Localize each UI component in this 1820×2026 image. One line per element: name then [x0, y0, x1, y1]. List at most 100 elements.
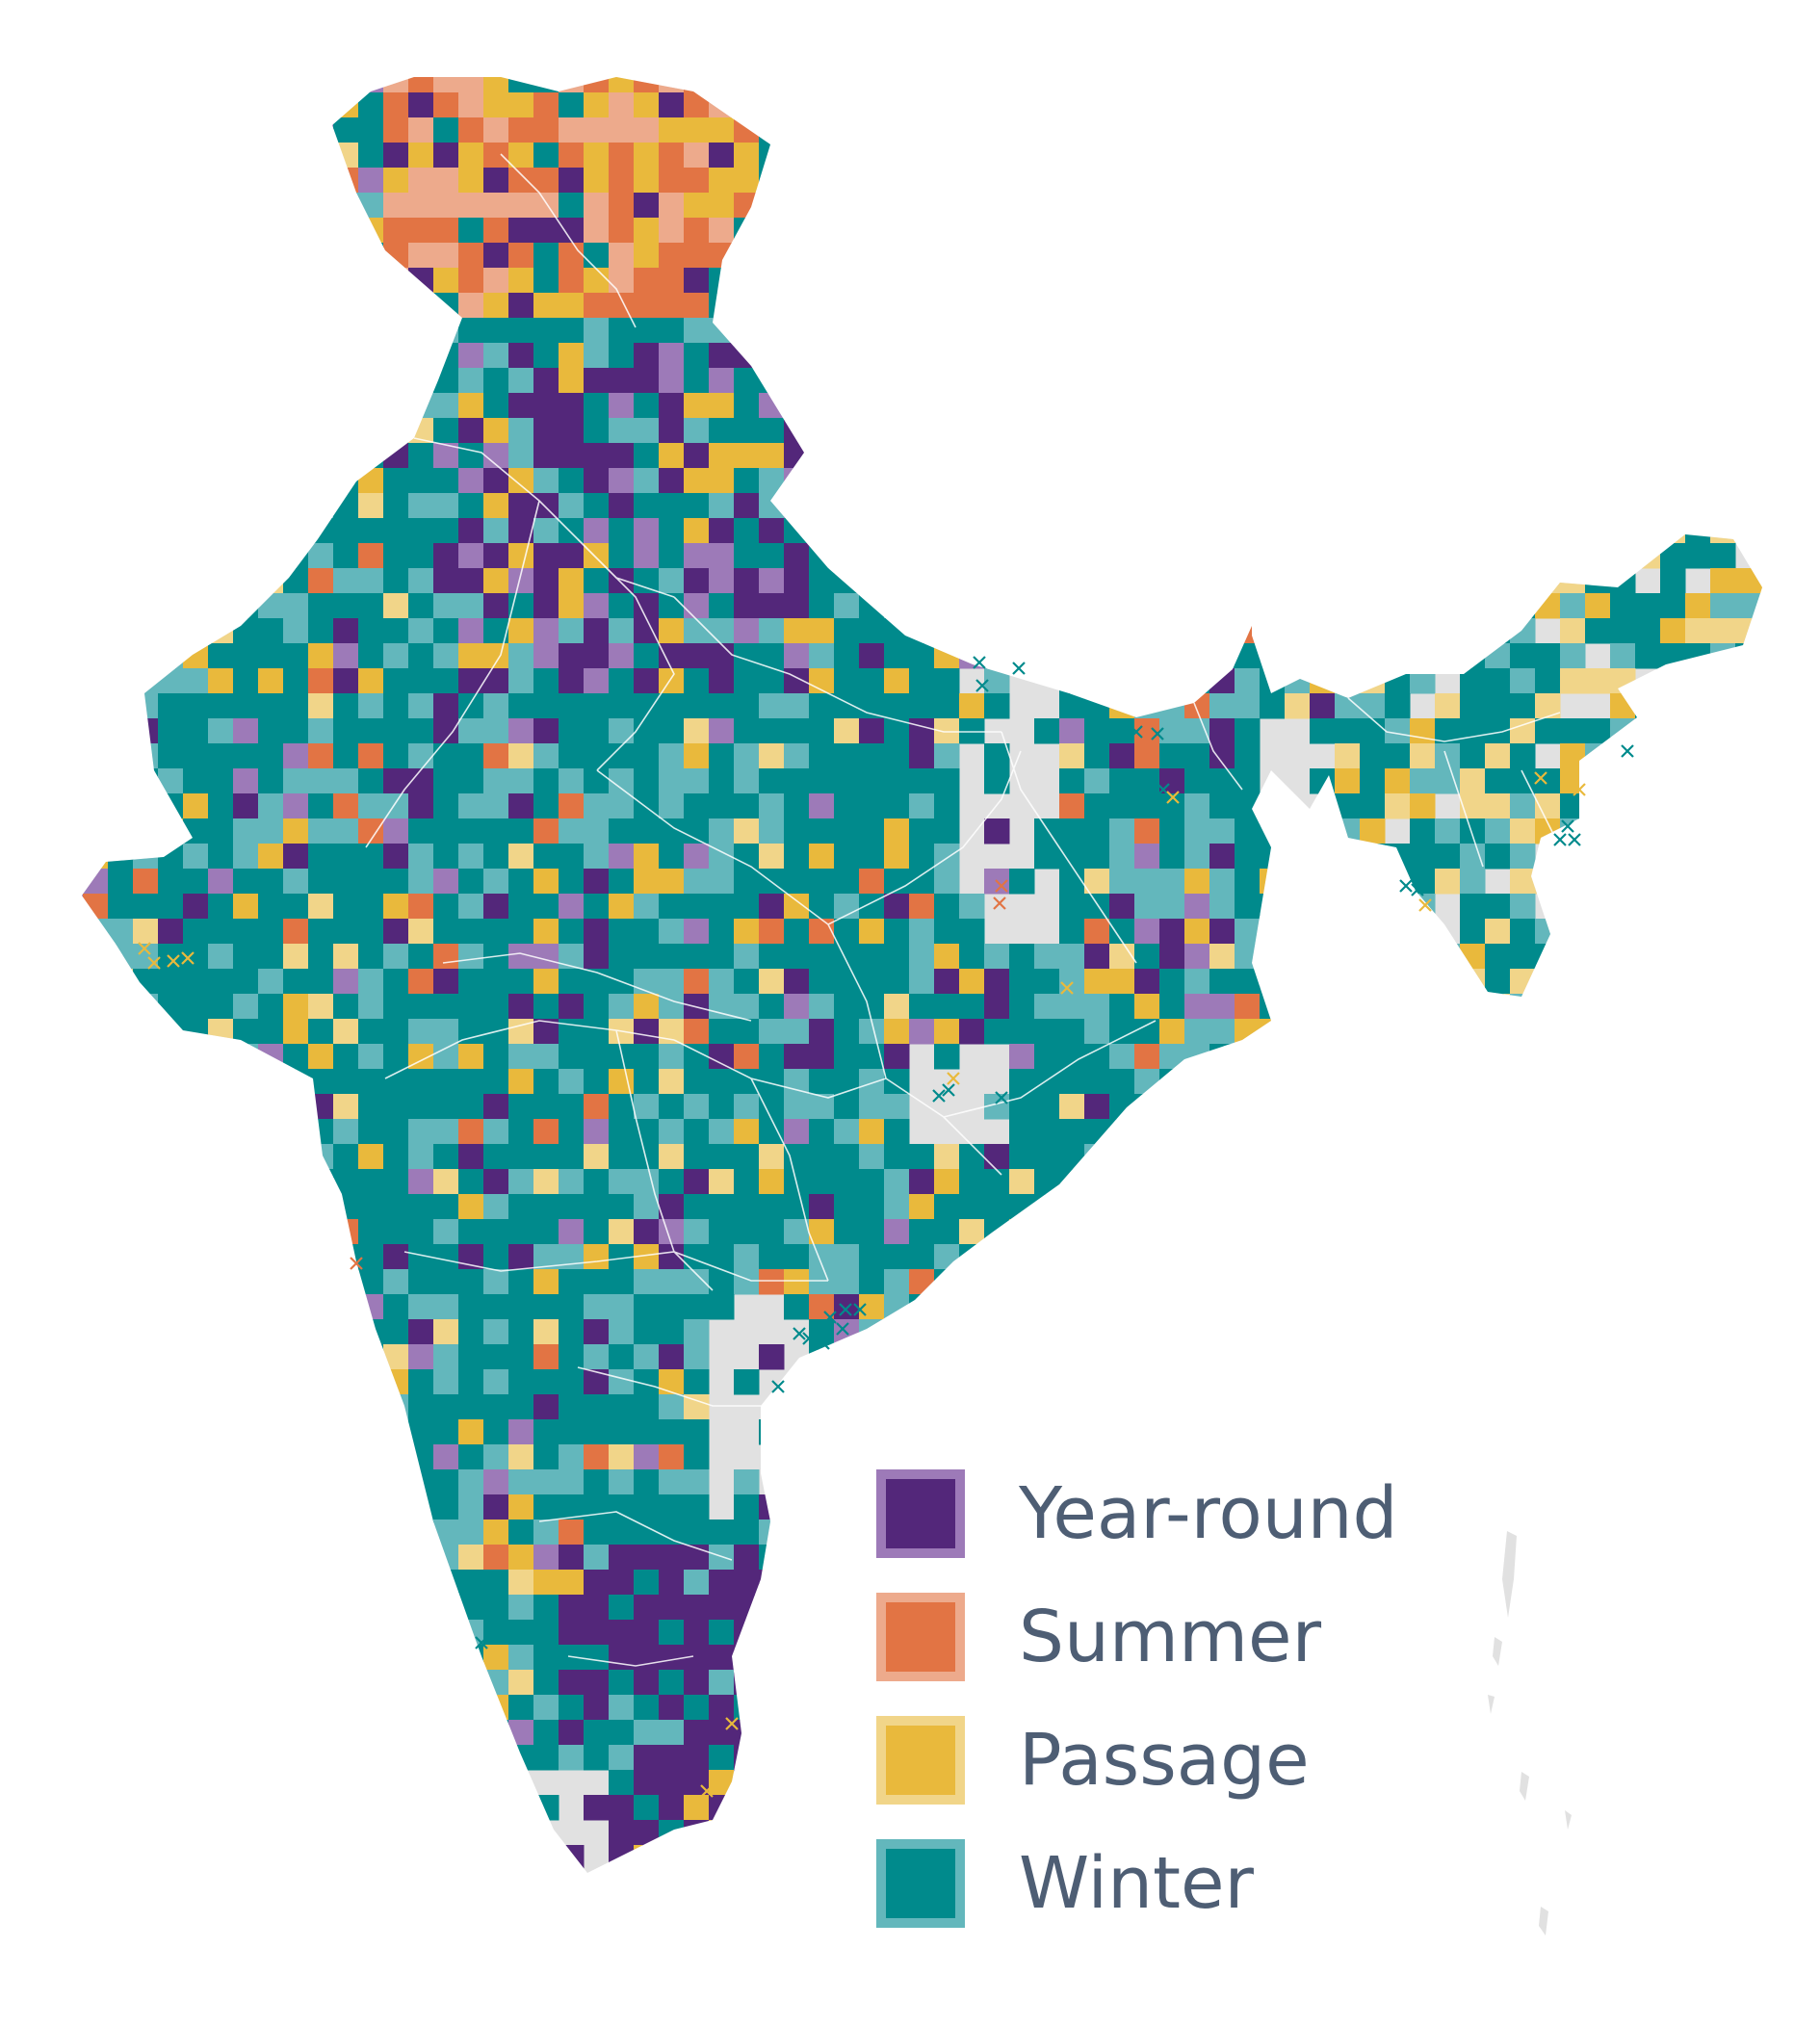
grid-cell-winter	[383, 693, 409, 719]
grid-cell-passage	[809, 293, 835, 319]
grid-cell-winter	[1560, 643, 1586, 669]
grid-cell-winter	[358, 1620, 384, 1646]
grid-cell-winter	[809, 693, 835, 719]
grid-cell-winter	[1285, 1394, 1311, 1420]
grid-cell-passage	[1635, 1019, 1661, 1045]
grid-cell-year-round	[609, 368, 635, 394]
grid-cell-year-round	[659, 418, 685, 444]
grid-cell-winter	[959, 1169, 985, 1195]
grid-cell-winter	[258, 268, 284, 294]
grid-cell-winter	[1610, 1219, 1636, 1245]
grid-cell-year-round	[1310, 818, 1336, 844]
grid-cell-year-round	[283, 1469, 309, 1495]
grid-cell-winter	[83, 1319, 109, 1345]
grid-cell-summer	[1134, 1269, 1160, 1295]
grid-cell-year-round	[609, 1570, 635, 1596]
grid-cell-winter	[1435, 1670, 1461, 1696]
grid-cell-winter	[1410, 768, 1436, 794]
grid-cell-passage	[1735, 293, 1761, 319]
grid-cell-winter	[909, 218, 935, 244]
grid-cell-winter	[834, 818, 860, 844]
grid-cell-passage	[934, 1019, 960, 1045]
grid-cell-year-round	[609, 468, 635, 494]
grid-cell-winter	[559, 1044, 585, 1070]
grid-cell-passage	[1685, 944, 1711, 970]
grid-cell-winter	[1435, 743, 1461, 769]
grid-cell-passage	[1485, 793, 1511, 819]
grid-cell-winter	[784, 1294, 810, 1320]
grid-cell-year-round	[784, 969, 810, 995]
grid-cell-winter	[1235, 793, 1261, 819]
grid-cell-winter	[358, 1394, 384, 1420]
grid-cell-passage	[1485, 493, 1511, 519]
grid-cell-winter	[809, 193, 835, 219]
grid-cell-winter	[1109, 869, 1135, 895]
grid-cell-summer	[1485, 1019, 1511, 1045]
grid-cell-winter	[1710, 1394, 1736, 1420]
grid-cell-passage	[1184, 1319, 1210, 1345]
grid-cell-winter	[1710, 343, 1736, 369]
grid-cell-winter	[1184, 92, 1210, 118]
grid-cell-winter	[1485, 818, 1511, 844]
grid-cell-winter	[1209, 818, 1235, 844]
grid-cell-winter	[408, 1294, 434, 1320]
grid-cell-winter	[108, 1469, 134, 1495]
grid-cell-winter	[1209, 268, 1235, 294]
grid-cell-winter	[308, 618, 334, 644]
grid-cell-passage	[1585, 318, 1611, 344]
grid-cell-winter	[609, 1720, 635, 1746]
grid-cell-winter	[1059, 1019, 1085, 1045]
grid-cell-winter	[158, 643, 184, 669]
grid-cell-passage	[1059, 418, 1085, 444]
grid-cell-summer	[684, 293, 710, 319]
grid-cell-passage	[1009, 1169, 1035, 1195]
legend-label-year-round: Year-round	[1019, 1472, 1398, 1555]
grid-cell-summer	[183, 1094, 209, 1120]
grid-cell-winter	[82, 1119, 84, 1145]
grid-cell-winter	[584, 568, 610, 594]
grid-cell-winter	[759, 668, 785, 694]
grid-cell-year-round	[659, 1344, 685, 1370]
grid-cell-winter	[108, 1795, 134, 1821]
grid-cell-year-round	[1184, 243, 1210, 269]
grid-cell-winter	[559, 1294, 585, 1320]
grid-cell-passage	[383, 1344, 409, 1370]
grid-cell-winter	[458, 443, 484, 469]
grid-cell-passage	[1735, 844, 1761, 870]
grid-cell-year-round	[784, 593, 810, 619]
grid-cell-winter	[1410, 994, 1436, 1020]
grid-cell-winter	[1785, 243, 1811, 269]
grid-cell-passage	[358, 293, 384, 319]
grid-cell-winter	[1510, 543, 1536, 569]
grid-cell-passage	[1335, 894, 1361, 920]
grid-cell-winter	[934, 869, 960, 895]
grid-cell-winter	[333, 894, 359, 920]
grid-cell-passage	[208, 1645, 234, 1671]
grid-cell-passage	[483, 293, 509, 319]
grid-cell-winter	[1184, 518, 1210, 544]
grid-cell-winter	[709, 1019, 735, 1045]
grid-cell-winter	[834, 368, 860, 394]
grid-cell-passage	[1435, 168, 1461, 194]
grid-cell-winter	[809, 1870, 835, 1873]
grid-cell-winter	[283, 543, 309, 569]
grid-cell-winter	[1685, 718, 1711, 744]
grid-cell-winter	[1184, 368, 1210, 394]
grid-cell-winter	[1735, 818, 1761, 844]
grid-cell-winter	[108, 1269, 134, 1295]
grid-cell-winter	[1635, 1419, 1661, 1445]
grid-cell-passage	[1785, 1319, 1811, 1345]
grid-cell-winter	[108, 1620, 134, 1646]
grid-cell-winter	[1209, 318, 1235, 344]
grid-cell-winter	[934, 1419, 960, 1445]
grid-cell-winter	[1335, 844, 1361, 870]
grid-cell-winter	[609, 343, 635, 369]
grid-cell-year-round	[609, 1545, 635, 1571]
grid-cell-winter	[1084, 243, 1110, 269]
grid-cell-year-round	[659, 1795, 685, 1821]
grid-cell-winter	[1585, 618, 1611, 644]
grid-cell-winter	[1485, 844, 1511, 870]
grid-cell-passage	[408, 293, 434, 319]
grid-cell-year-round	[559, 543, 585, 569]
grid-cell-winter	[533, 1745, 559, 1771]
